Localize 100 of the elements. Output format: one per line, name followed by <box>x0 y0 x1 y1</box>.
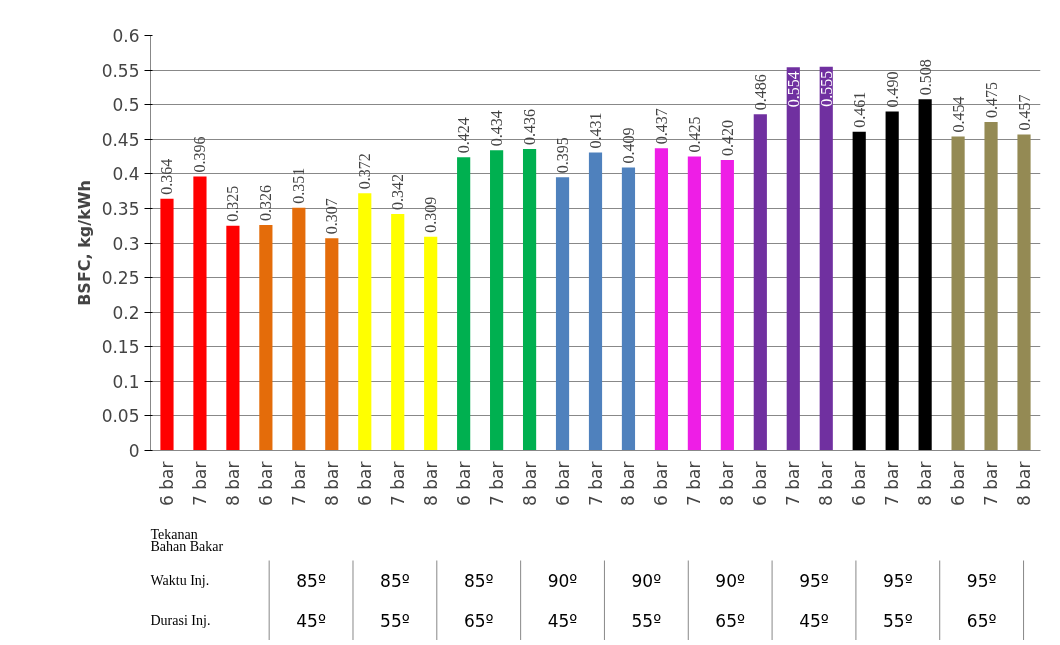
data-label: 0.420 <box>718 120 736 156</box>
y-tick-label: 0 <box>128 441 140 461</box>
data-label: 0.555 <box>817 70 835 107</box>
bar <box>621 167 636 451</box>
x-tick-label: 7 bar <box>981 461 1002 506</box>
x-tick-label: 6 bar <box>354 461 375 506</box>
bar <box>687 156 701 451</box>
bar <box>522 148 537 451</box>
text: 95º <box>883 570 913 591</box>
bar <box>819 66 833 451</box>
text: 90º <box>715 570 746 591</box>
y-tick-label: 0.1 <box>112 371 140 392</box>
text: 85º <box>463 570 494 591</box>
data-label: 0.326 <box>257 185 275 222</box>
y-tick-label: 0.35 <box>101 198 140 219</box>
bar <box>984 121 998 451</box>
y-axis-title: BSFC, kg/kWh <box>74 180 94 306</box>
y-tick-label: 0.6 <box>112 26 140 46</box>
data-label: 0.409 <box>619 127 637 164</box>
y-tick-label: 0.3 <box>112 233 140 254</box>
bar <box>1017 134 1031 451</box>
x-tick-label: 6 bar <box>552 461 573 506</box>
text: 45º <box>799 610 829 631</box>
y-tick-label: 0.45 <box>101 129 140 150</box>
bar <box>325 238 339 451</box>
bar <box>588 152 603 451</box>
data-label: 0.437 <box>652 108 670 145</box>
x-tick-label: 8 bar <box>420 461 441 506</box>
data-label: 0.554 <box>784 71 802 108</box>
bar <box>358 193 372 451</box>
data-label: 0.434 <box>488 110 506 147</box>
x-tick-label: 7 bar <box>288 461 309 506</box>
x-tick-label: 7 bar <box>585 461 606 506</box>
text: Durasi Inj. <box>150 613 211 628</box>
text: 95º <box>799 570 829 591</box>
x-tick-label: 8 bar <box>717 461 738 506</box>
text: 65º <box>966 610 997 631</box>
data-label: 0.454 <box>949 96 967 133</box>
x-tick-label: 6 bar <box>156 461 177 506</box>
data-label: 0.307 <box>323 198 341 235</box>
bar <box>720 160 734 451</box>
x-tick-label: 7 bar <box>882 461 903 506</box>
bar <box>555 177 570 451</box>
y-tick-label: 0.5 <box>112 95 140 116</box>
y-tick-label: 0.05 <box>101 406 140 427</box>
y-tick-label: 0.55 <box>101 60 140 81</box>
text: 55º <box>631 610 662 631</box>
x-tick-label: 8 bar <box>816 461 837 506</box>
text: 65º <box>463 610 494 631</box>
text: 45º <box>296 610 326 631</box>
y-tick-label: 0.2 <box>112 302 140 323</box>
bar <box>490 150 504 451</box>
text: 85º <box>380 570 410 591</box>
x-tick-label: 6 bar <box>651 461 672 506</box>
data-label: 0.508 <box>916 59 934 96</box>
data-label: 0.431 <box>587 112 604 149</box>
data-label: 0.342 <box>389 173 407 210</box>
bar <box>852 131 866 451</box>
data-label: 0.364 <box>158 158 176 195</box>
x-tick-label: 6 bar <box>453 461 474 506</box>
bar <box>654 148 669 451</box>
bar <box>786 67 800 451</box>
bar <box>226 225 240 451</box>
y-tick-label: 0.4 <box>112 164 140 185</box>
x-tick-label: 8 bar <box>618 461 639 506</box>
data-label: 0.436 <box>521 108 539 145</box>
data-label: 0.325 <box>224 185 242 222</box>
data-label: 0.490 <box>883 71 901 108</box>
data-label: 0.395 <box>554 137 572 174</box>
text: 55º <box>883 610 913 631</box>
data-label: 0.475 <box>982 81 1000 118</box>
x-tick-label: 8 bar <box>1014 461 1035 506</box>
x-tick-label: 6 bar <box>849 461 870 506</box>
x-tick-label: 6 bar <box>255 461 276 506</box>
text: 90º <box>631 570 662 591</box>
data-label: 0.486 <box>751 74 769 111</box>
data-label: 0.457 <box>1015 94 1033 131</box>
data-label: 0.351 <box>290 167 308 204</box>
x-tick-label: 8 bar <box>321 461 342 506</box>
x-tick-label: 6 bar <box>750 461 771 506</box>
text: Waktu Inj. <box>150 573 210 588</box>
bar <box>918 99 932 451</box>
x-tick-label: 7 bar <box>486 461 507 506</box>
data-label: 0.425 <box>685 116 703 153</box>
bar <box>951 136 965 451</box>
text: 85º <box>296 570 326 591</box>
data-label: 0.424 <box>455 117 473 154</box>
bar <box>292 207 306 451</box>
bar <box>160 198 174 451</box>
bar <box>424 236 438 451</box>
x-tick-label: 7 bar <box>387 461 408 506</box>
bar <box>753 114 767 451</box>
x-tick-label: 7 bar <box>783 461 804 506</box>
data-label: 0.309 <box>422 196 440 233</box>
text: 65º <box>715 610 746 631</box>
bar <box>193 176 207 451</box>
bar <box>259 225 273 451</box>
bar <box>885 111 899 451</box>
data-label: 0.396 <box>191 136 209 173</box>
x-tick-label: 8 bar <box>519 461 540 506</box>
